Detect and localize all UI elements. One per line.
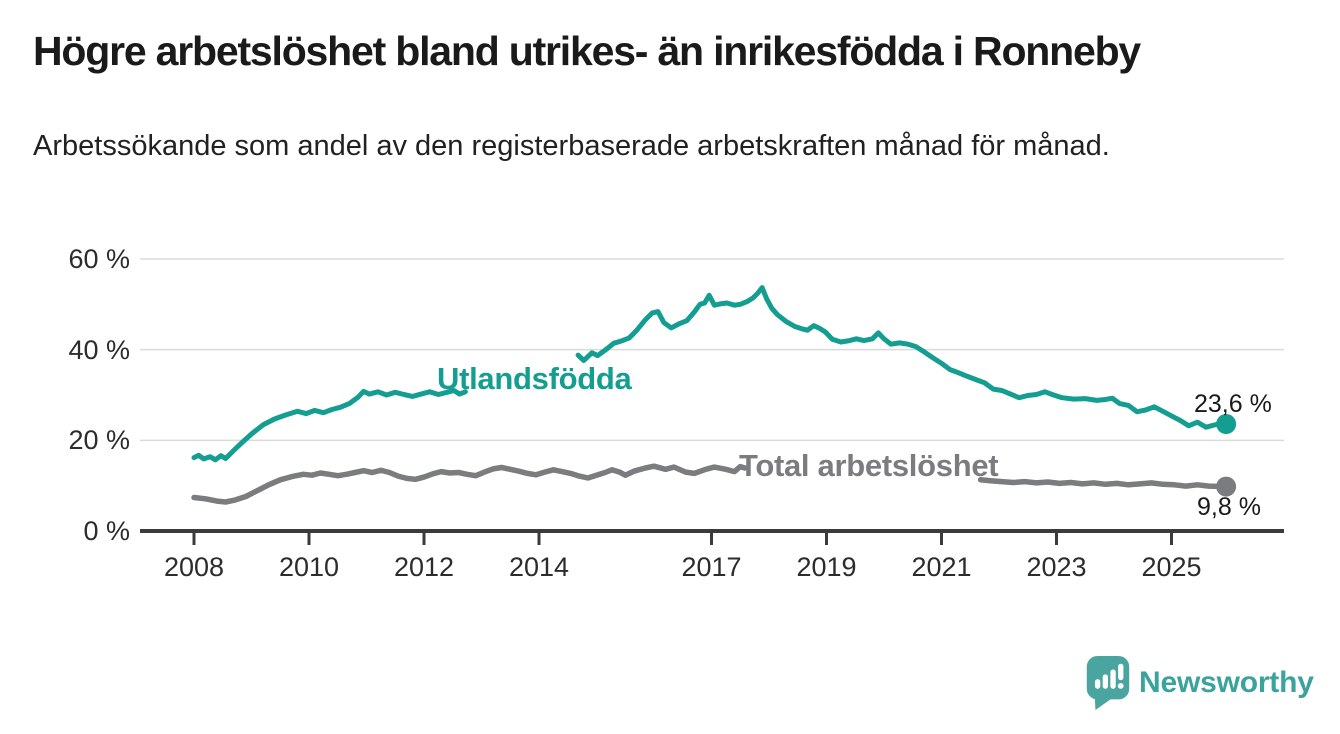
y-axis-label-60: 60 % xyxy=(68,244,130,274)
series-label-utlandsfodda: Utlandsfödda xyxy=(437,361,632,396)
series-line-0-seg-1 xyxy=(575,285,1229,430)
x-axis-label-2025: 2025 xyxy=(1141,552,1202,582)
chart-title: Högre arbetslöshet bland utrikes- än inr… xyxy=(33,28,1141,74)
logo-bar-tall xyxy=(1110,669,1116,689)
series-line-1-seg-0 xyxy=(191,463,748,505)
newsworthy-logo-text: Newsworthy xyxy=(1139,666,1314,699)
chart-subtitle: Arbetssökande som andel av den registerb… xyxy=(33,130,1110,162)
y-axis-label-20: 20 % xyxy=(68,425,130,456)
end-value-label-total: 9,8 % xyxy=(1197,493,1261,521)
x-axis-label-2017: 2017 xyxy=(681,552,742,582)
newsworthy-logo-icon xyxy=(1086,656,1130,710)
x-axis-label-2014: 2014 xyxy=(508,552,570,582)
logo-bar-small xyxy=(1094,679,1101,689)
x-axis-label-2023: 2023 xyxy=(1026,552,1087,582)
x-axis-label-2021: 2021 xyxy=(911,552,972,582)
series-line-0-seg-0 xyxy=(191,388,468,463)
end-value-label-utlandsfodda: 23,6 % xyxy=(1194,390,1272,418)
y-axis-label-40: 40 % xyxy=(68,334,130,365)
series-line-1-seg-1 xyxy=(977,477,1229,490)
newsworthy-logo: Newsworthy xyxy=(1086,656,1314,710)
series-end-dot-1 xyxy=(1216,476,1237,497)
x-axis-label-2012: 2012 xyxy=(393,552,455,582)
y-axis-label-0: 0 % xyxy=(83,516,130,546)
x-axis-label-2010: 2010 xyxy=(278,552,340,582)
logo-exclamation-dot xyxy=(1117,683,1124,689)
series-label-total-arbetsloshet: Total arbetslöshet xyxy=(739,448,999,483)
x-axis-label-2019: 2019 xyxy=(796,552,857,582)
logo-exclamation-bar xyxy=(1118,663,1124,681)
x-axis-label-2008: 2008 xyxy=(163,552,225,582)
logo-bar-medium xyxy=(1102,674,1108,689)
series-end-dot-0 xyxy=(1216,414,1237,435)
